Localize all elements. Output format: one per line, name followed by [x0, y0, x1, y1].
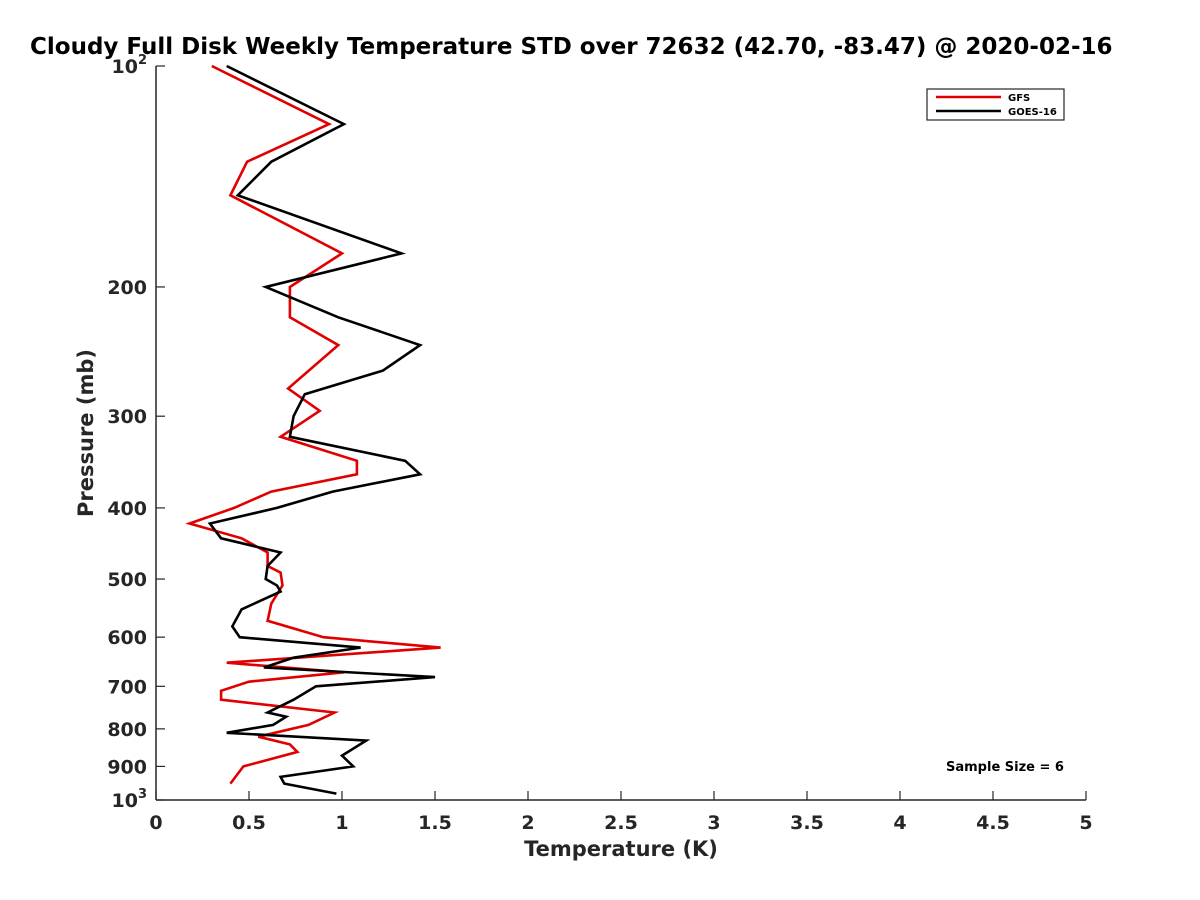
legend-label-goes16: GOES-16: [1008, 107, 1057, 118]
x-tick-label: 1: [335, 812, 348, 834]
x-tick-label: 4.5: [976, 812, 1010, 834]
x-tick-label: 3: [707, 812, 720, 834]
series-line-goes16: [207, 64, 436, 795]
x-ticks: 0 0.5 1 1.5 2 2.5 3 3.5 4 4.5 5: [149, 791, 1093, 834]
axes: [155, 66, 1086, 801]
y-tick-label: 400: [107, 498, 147, 520]
x-tick-label: 3.5: [790, 812, 824, 834]
y-tick-label: 500: [107, 569, 147, 591]
y-tick-label: 800: [107, 719, 147, 741]
x-axis-label: Temperature (K): [524, 837, 718, 861]
legend-label-gfs: GFS: [1008, 93, 1030, 104]
chart-title: Cloudy Full Disk Weekly Temperature STD …: [30, 34, 1113, 60]
y-tick-label: 300: [107, 406, 147, 428]
x-tick-label: 5: [1079, 812, 1092, 834]
plot-lines: [185, 64, 441, 795]
y-axis-label: Pressure (mb): [74, 349, 98, 517]
x-tick-label: 2.5: [604, 812, 638, 834]
x-tick-label: 1.5: [418, 812, 452, 834]
y-tick-label: 200: [107, 277, 147, 299]
legend: GFS GOES-16: [926, 88, 1065, 121]
legend-box: [926, 88, 1065, 121]
x-tick-label: 0: [149, 812, 162, 834]
x-tick-label: 4: [893, 812, 906, 834]
y-ticks: 102 200 300 400 500 600 700 800 900 103: [107, 53, 165, 812]
x-tick-label: 2: [521, 812, 534, 834]
y-tick-label: 600: [107, 627, 147, 649]
x-tick-label: 0.5: [232, 812, 266, 834]
sample-size-annotation: Sample Size = 6: [946, 760, 1064, 775]
y-tick-label: 900: [107, 756, 147, 778]
y-tick-label: 700: [107, 676, 147, 698]
y-tick-label: 103: [112, 787, 148, 812]
y-tick-label: 102: [112, 53, 148, 78]
